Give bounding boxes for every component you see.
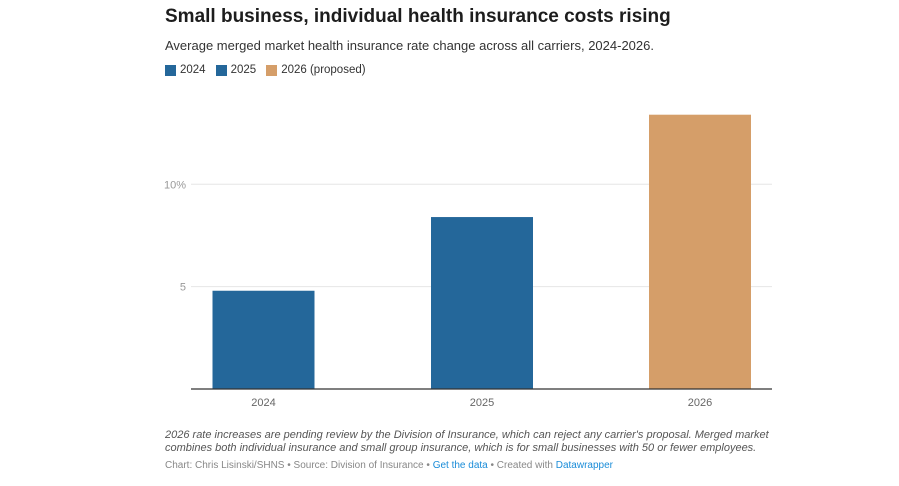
legend-swatch bbox=[215, 64, 227, 76]
legend-item-2026: 2026 (proposed) bbox=[266, 64, 366, 76]
legend-item-2025: 2025 bbox=[215, 64, 257, 76]
legend-item-2024: 2024 bbox=[165, 64, 206, 76]
bar-2026 bbox=[649, 114, 751, 390]
created-with: Created with bbox=[496, 460, 556, 471]
legend-label: 2026 (proposed) bbox=[281, 64, 366, 76]
chart-notes: 2026 rate increases are pending review b… bbox=[165, 429, 769, 454]
bar-chart: 5 10% 2024 2025 2026 bbox=[164, 114, 772, 409]
y-tick-label: 5 bbox=[180, 282, 186, 294]
x-tick-label: 2024 bbox=[251, 397, 275, 409]
bar-2025 bbox=[431, 217, 533, 389]
legend-label: 2024 bbox=[180, 64, 206, 76]
separator: • bbox=[423, 460, 433, 471]
chart-title: Small business, individual health insura… bbox=[165, 6, 671, 27]
y-tick-label: 10% bbox=[164, 179, 186, 191]
chart-credit: Chart: Chris Lisinski/SHNS bbox=[165, 460, 285, 471]
x-tick-label: 2025 bbox=[470, 397, 494, 409]
legend: 2024 2025 2026 (proposed) bbox=[165, 64, 366, 76]
get-the-data-link[interactable]: Get the data bbox=[432, 460, 488, 471]
legend-swatch bbox=[266, 64, 278, 76]
chart-footer: Chart: Chris Lisinski/SHNS • Source: Div… bbox=[165, 460, 613, 471]
separator: • bbox=[487, 460, 497, 471]
legend-label: 2025 bbox=[230, 64, 257, 76]
source: Source: Division of Insurance bbox=[293, 460, 424, 471]
x-tick-label: 2026 bbox=[688, 397, 712, 409]
chart-subtitle: Average merged market health insurance r… bbox=[165, 38, 654, 53]
legend-swatch bbox=[165, 64, 176, 76]
datawrapper-link[interactable]: Datawrapper bbox=[555, 460, 613, 471]
bar-2024 bbox=[212, 290, 315, 389]
separator: • bbox=[284, 460, 294, 471]
